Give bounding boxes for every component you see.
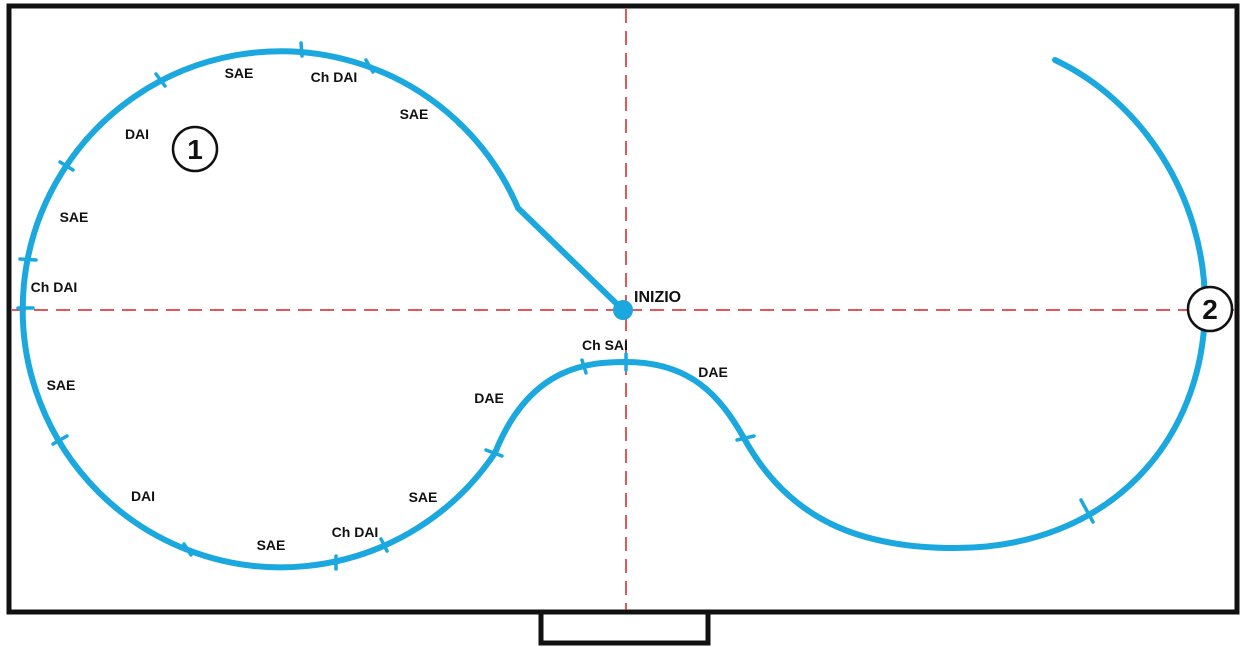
segment-label: Ch DAI [31, 279, 78, 295]
track-ticks [16, 41, 1095, 571]
arena-border [6, 3, 1240, 615]
arena-entrance [538, 612, 711, 646]
segment-label: Ch DAI [311, 69, 358, 85]
segment-label: DAE [698, 364, 728, 380]
segment-label: DAI [131, 488, 155, 504]
segment-label: SAE [225, 65, 254, 81]
segment-label: SAE [400, 106, 429, 122]
segment-label: SAE [257, 537, 286, 553]
segment-label: Ch DAI [332, 524, 379, 540]
segment-label: SAE [409, 489, 438, 505]
marker-one-label: 1 [187, 134, 203, 165]
segment-label: Ch SAI [582, 337, 628, 353]
marker-two-circle [1186, 285, 1234, 333]
track-serpentine [492, 57, 1209, 552]
start-point [613, 300, 633, 320]
segment-label: DAE [474, 390, 504, 406]
marker-one-circle [171, 125, 219, 173]
marker-two-label: 2 [1202, 294, 1218, 325]
segment-label: SAE [47, 377, 76, 393]
start-label: INIZIO [634, 289, 681, 306]
segment-label: SAE [60, 209, 89, 225]
segment-label: DAI [125, 126, 149, 142]
